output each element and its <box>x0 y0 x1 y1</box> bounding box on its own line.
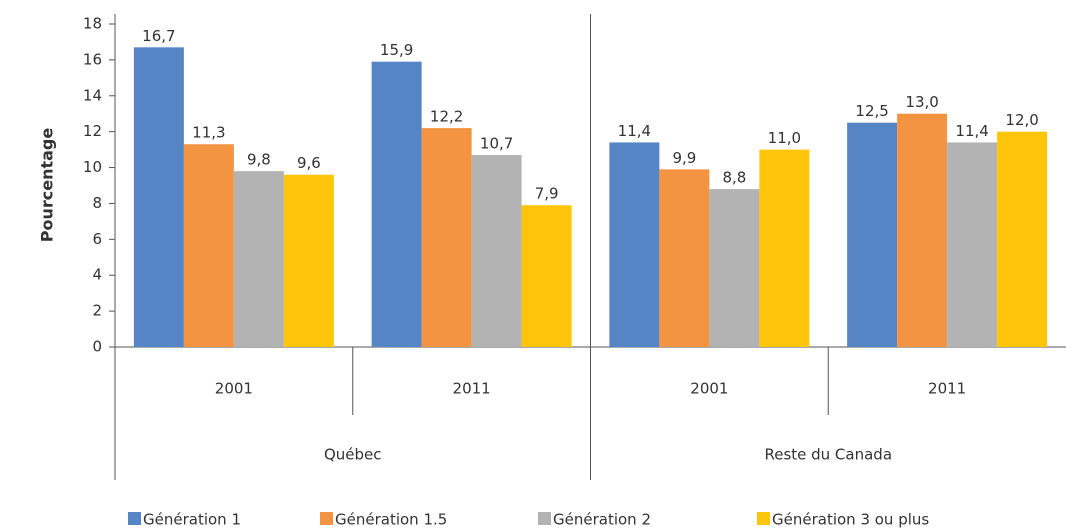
bar <box>371 61 422 347</box>
y-axis-label: Pourcentage <box>38 128 57 243</box>
group-label: Reste du Canada <box>764 446 892 464</box>
value-label: 12,0 <box>1005 111 1038 129</box>
y-tick-label: 4 <box>92 266 102 284</box>
value-label: 12,5 <box>855 102 888 120</box>
value-label: 12,2 <box>430 108 463 126</box>
value-label: 9,8 <box>247 151 271 169</box>
value-label: 9,6 <box>297 154 321 172</box>
bar <box>897 113 948 347</box>
y-tick-label: 6 <box>92 230 102 248</box>
bar <box>847 122 898 347</box>
bar <box>521 205 572 347</box>
value-label: 11,4 <box>618 122 651 140</box>
group-label: Québec <box>324 446 382 464</box>
bar <box>133 47 184 347</box>
bar <box>759 149 810 347</box>
value-label: 11,3 <box>192 124 225 142</box>
value-label: 13,0 <box>905 93 938 111</box>
bar <box>609 142 660 347</box>
value-label: 8,8 <box>722 169 746 187</box>
x-tick-label: 2011 <box>928 380 966 398</box>
legend-label: Génération 1.5 <box>335 511 447 529</box>
y-tick-label: 18 <box>83 15 102 33</box>
value-label: 11,4 <box>955 122 988 140</box>
legend-label: Génération 2 <box>553 511 651 529</box>
y-tick-label: 14 <box>83 86 102 104</box>
bar <box>183 144 234 347</box>
bar <box>283 174 334 347</box>
bar <box>947 142 998 347</box>
legend-swatch <box>538 512 551 525</box>
x-tick-label: 2001 <box>690 380 728 398</box>
value-label: 7,9 <box>535 185 559 203</box>
bar <box>659 169 710 347</box>
bar <box>421 128 472 347</box>
y-tick-label: 16 <box>83 50 102 68</box>
y-tick-label: 2 <box>92 302 102 320</box>
x-tick-label: 2011 <box>453 380 491 398</box>
value-label: 16,7 <box>142 27 175 45</box>
value-label: 10,7 <box>480 134 513 152</box>
y-tick-label: 12 <box>83 122 102 140</box>
legend-swatch <box>320 512 333 525</box>
y-tick-label: 0 <box>92 338 102 356</box>
bar <box>709 189 760 347</box>
legend-swatch <box>757 512 770 525</box>
value-label: 15,9 <box>380 41 413 59</box>
legend-label: Génération 3 ou plus <box>772 511 929 529</box>
bar <box>233 171 284 347</box>
legend-swatch <box>128 512 141 525</box>
y-tick-label: 10 <box>83 158 102 176</box>
y-tick-label: 8 <box>92 194 102 212</box>
legend-label: Génération 1 <box>143 511 241 529</box>
bar <box>997 131 1048 347</box>
value-label: 9,9 <box>672 149 696 167</box>
value-label: 11,0 <box>768 129 801 147</box>
x-tick-label: 2001 <box>215 380 253 398</box>
bar <box>471 154 522 347</box>
